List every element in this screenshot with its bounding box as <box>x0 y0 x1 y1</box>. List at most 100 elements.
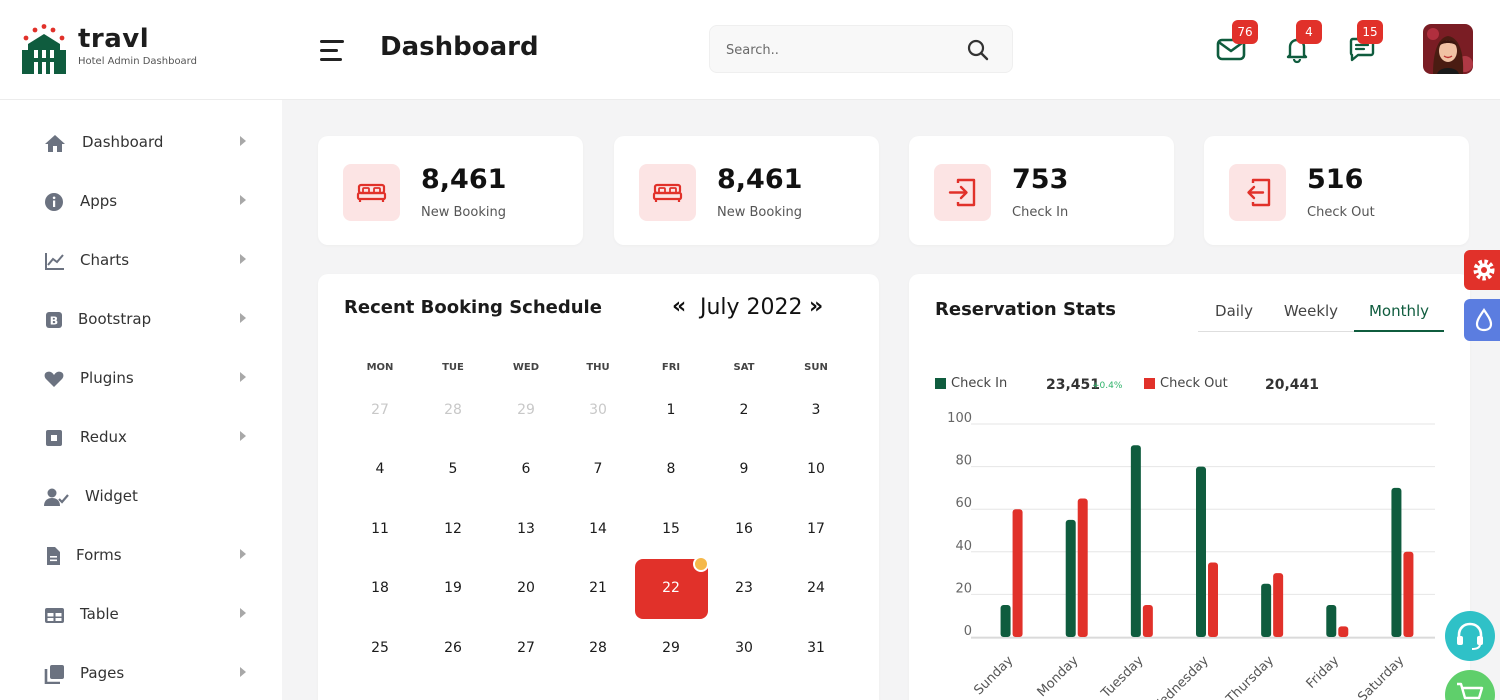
stat-icon-box <box>343 164 400 221</box>
tab-daily[interactable]: Daily <box>1215 302 1253 320</box>
calendar-day[interactable]: 6 <box>521 461 531 477</box>
calendar-day[interactable]: 7 <box>593 461 603 477</box>
chat-badge: 15 <box>1357 20 1383 44</box>
search-icon[interactable] <box>966 38 990 62</box>
y-tick-label: 60 <box>955 496 972 511</box>
bar-check-out[interactable] <box>1403 551 1414 637</box>
calendar-day[interactable]: 25 <box>371 640 389 656</box>
calendar-day[interactable]: 31 <box>807 640 825 656</box>
calendar-day[interactable]: 29 <box>517 402 535 418</box>
calendar-day[interactable]: 16 <box>735 521 753 537</box>
info-icon <box>45 193 63 211</box>
sidebar: Dashboard Apps Charts B Bootstrap Plugin… <box>0 100 282 700</box>
calendar-day[interactable]: 29 <box>662 640 680 656</box>
bar-check-out[interactable] <box>1012 509 1023 637</box>
calendar-prev-button[interactable]: « <box>672 294 687 319</box>
chevron-right-icon <box>240 195 246 205</box>
bar-check-out[interactable] <box>1208 562 1218 637</box>
top-header: travl Hotel Admin Dashboard Dashboard 76… <box>0 0 1500 100</box>
tab-weekly[interactable]: Weekly <box>1283 302 1339 320</box>
theme-color-button[interactable] <box>1464 299 1500 341</box>
sidebar-item-table[interactable]: Table <box>44 598 254 632</box>
chat-button[interactable]: 15 <box>1347 20 1383 64</box>
bar-check-in[interactable] <box>1000 605 1011 637</box>
sidebar-item-pages[interactable]: Pages <box>44 657 254 691</box>
mail-button[interactable]: 76 <box>1216 20 1258 64</box>
bar-check-in[interactable] <box>1326 605 1337 637</box>
sidebar-item-charts[interactable]: Charts <box>44 244 254 278</box>
calendar-day[interactable]: 3 <box>811 402 821 418</box>
gear-icon <box>1473 259 1495 281</box>
calendar-day[interactable]: 1 <box>666 402 676 418</box>
cart-button[interactable] <box>1445 670 1495 700</box>
bar-check-out[interactable] <box>1077 498 1088 637</box>
calendar-day[interactable]: 5 <box>448 461 458 477</box>
stat-icon-box <box>1229 164 1286 221</box>
stat-label: New Booking <box>717 205 802 220</box>
calendar-day[interactable]: 30 <box>735 640 753 656</box>
calendar-day[interactable]: 11 <box>371 521 389 537</box>
bar-check-in[interactable] <box>1130 445 1141 637</box>
calendar-day[interactable]: 14 <box>589 521 607 537</box>
calendar-day[interactable]: 27 <box>371 402 389 418</box>
reservation-title: Reservation Stats <box>935 299 1117 320</box>
heart-icon <box>44 371 64 387</box>
search-input[interactable] <box>726 38 956 62</box>
bar-check-in[interactable] <box>1196 466 1206 637</box>
chevron-right-icon <box>240 431 246 441</box>
calendar-day[interactable]: 23 <box>735 580 753 596</box>
sidebar-item-label: Redux <box>80 428 127 446</box>
logo[interactable]: travl Hotel Admin Dashboard <box>22 24 222 76</box>
calendar-day[interactable]: 2 <box>739 402 749 418</box>
calendar-day[interactable]: 17 <box>807 521 825 537</box>
search-box <box>709 25 1013 73</box>
sidebar-item-label: Apps <box>80 192 118 210</box>
sidebar-item-redux[interactable]: Redux <box>44 421 254 455</box>
calendar-next-button[interactable]: » <box>809 294 824 319</box>
chevron-right-icon <box>240 608 246 618</box>
notifications-button[interactable]: 4 <box>1282 20 1322 64</box>
settings-button[interactable] <box>1464 250 1500 290</box>
calendar-day[interactable]: 10 <box>807 461 825 477</box>
calendar-day[interactable]: 19 <box>444 580 462 596</box>
logo-title: travl <box>78 24 150 54</box>
calendar-day[interactable]: 13 <box>517 521 535 537</box>
support-button[interactable] <box>1445 611 1495 661</box>
sidebar-item-label: Pages <box>80 664 125 682</box>
y-tick-label: 100 <box>947 411 972 426</box>
calendar-day[interactable]: 18 <box>371 580 389 596</box>
table-icon <box>45 608 64 623</box>
stat-value: 8,461 <box>717 164 803 195</box>
bar-check-in[interactable] <box>1065 519 1076 637</box>
calendar-day[interactable]: 28 <box>444 402 462 418</box>
calendar-day[interactable]: 12 <box>444 521 462 537</box>
bar-check-out[interactable] <box>1338 626 1349 637</box>
calendar-day[interactable]: 30 <box>589 402 607 418</box>
calendar-day[interactable]: 21 <box>589 580 607 596</box>
bar-check-in[interactable] <box>1261 583 1272 637</box>
calendar-day[interactable]: 28 <box>589 640 607 656</box>
sidebar-item-plugins[interactable]: Plugins <box>44 362 254 396</box>
calendar-day[interactable]: 4 <box>375 461 385 477</box>
sidebar-item-dashboard[interactable]: Dashboard <box>44 126 254 160</box>
calendar-day[interactable]: 20 <box>517 580 535 596</box>
calendar-day[interactable]: 15 <box>662 521 680 537</box>
menu-toggle-icon[interactable] <box>320 40 346 62</box>
user-avatar[interactable] <box>1423 24 1473 74</box>
sidebar-item-forms[interactable]: Forms <box>44 539 254 573</box>
mail-icon <box>1216 38 1246 61</box>
tab-monthly[interactable]: Monthly <box>1354 302 1444 332</box>
calendar-day[interactable]: 27 <box>517 640 535 656</box>
bar-check-in[interactable] <box>1391 487 1402 637</box>
sidebar-item-apps[interactable]: Apps <box>44 185 254 219</box>
calendar-day[interactable]: 24 <box>807 580 825 596</box>
x-tick-label: Sunday <box>971 653 1016 698</box>
calendar-day[interactable]: 8 <box>666 461 676 477</box>
calendar-day[interactable]: 26 <box>444 640 462 656</box>
sidebar-item-widget[interactable]: Widget <box>44 480 254 514</box>
bar-check-out[interactable] <box>1273 573 1284 637</box>
calendar-day[interactable]: 22 <box>662 580 680 596</box>
bar-check-out[interactable] <box>1142 605 1153 637</box>
calendar-day[interactable]: 9 <box>739 461 749 477</box>
sidebar-item-bootstrap[interactable]: B Bootstrap <box>44 303 254 337</box>
